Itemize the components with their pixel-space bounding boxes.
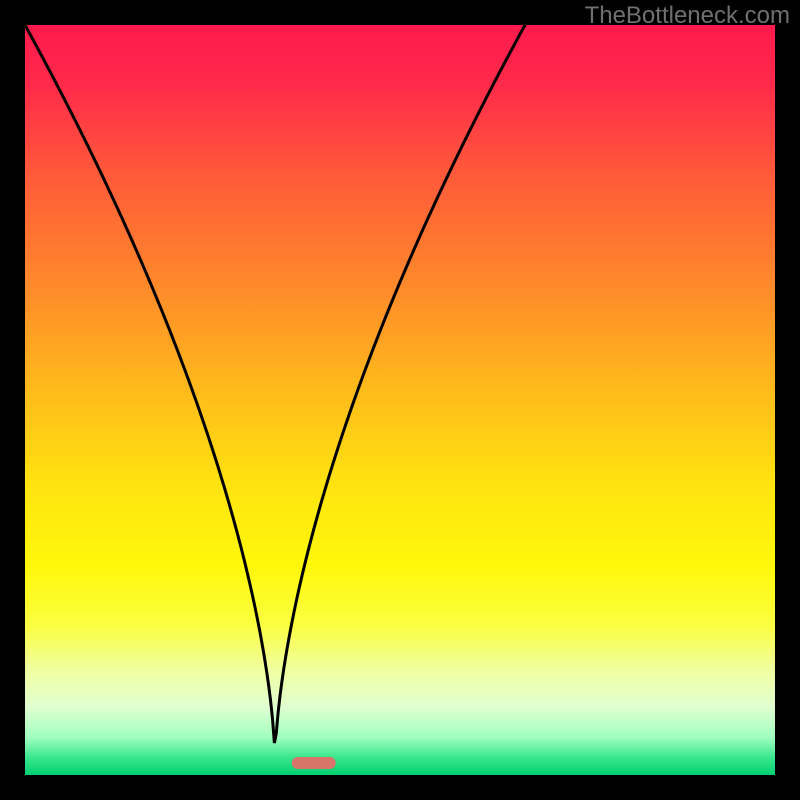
chart-container: TheBottleneck.com [0,0,800,800]
bottleneck-chart [0,0,800,800]
vertex-marker [292,757,336,769]
plot-background [25,25,775,775]
watermark-text: TheBottleneck.com [585,2,790,30]
